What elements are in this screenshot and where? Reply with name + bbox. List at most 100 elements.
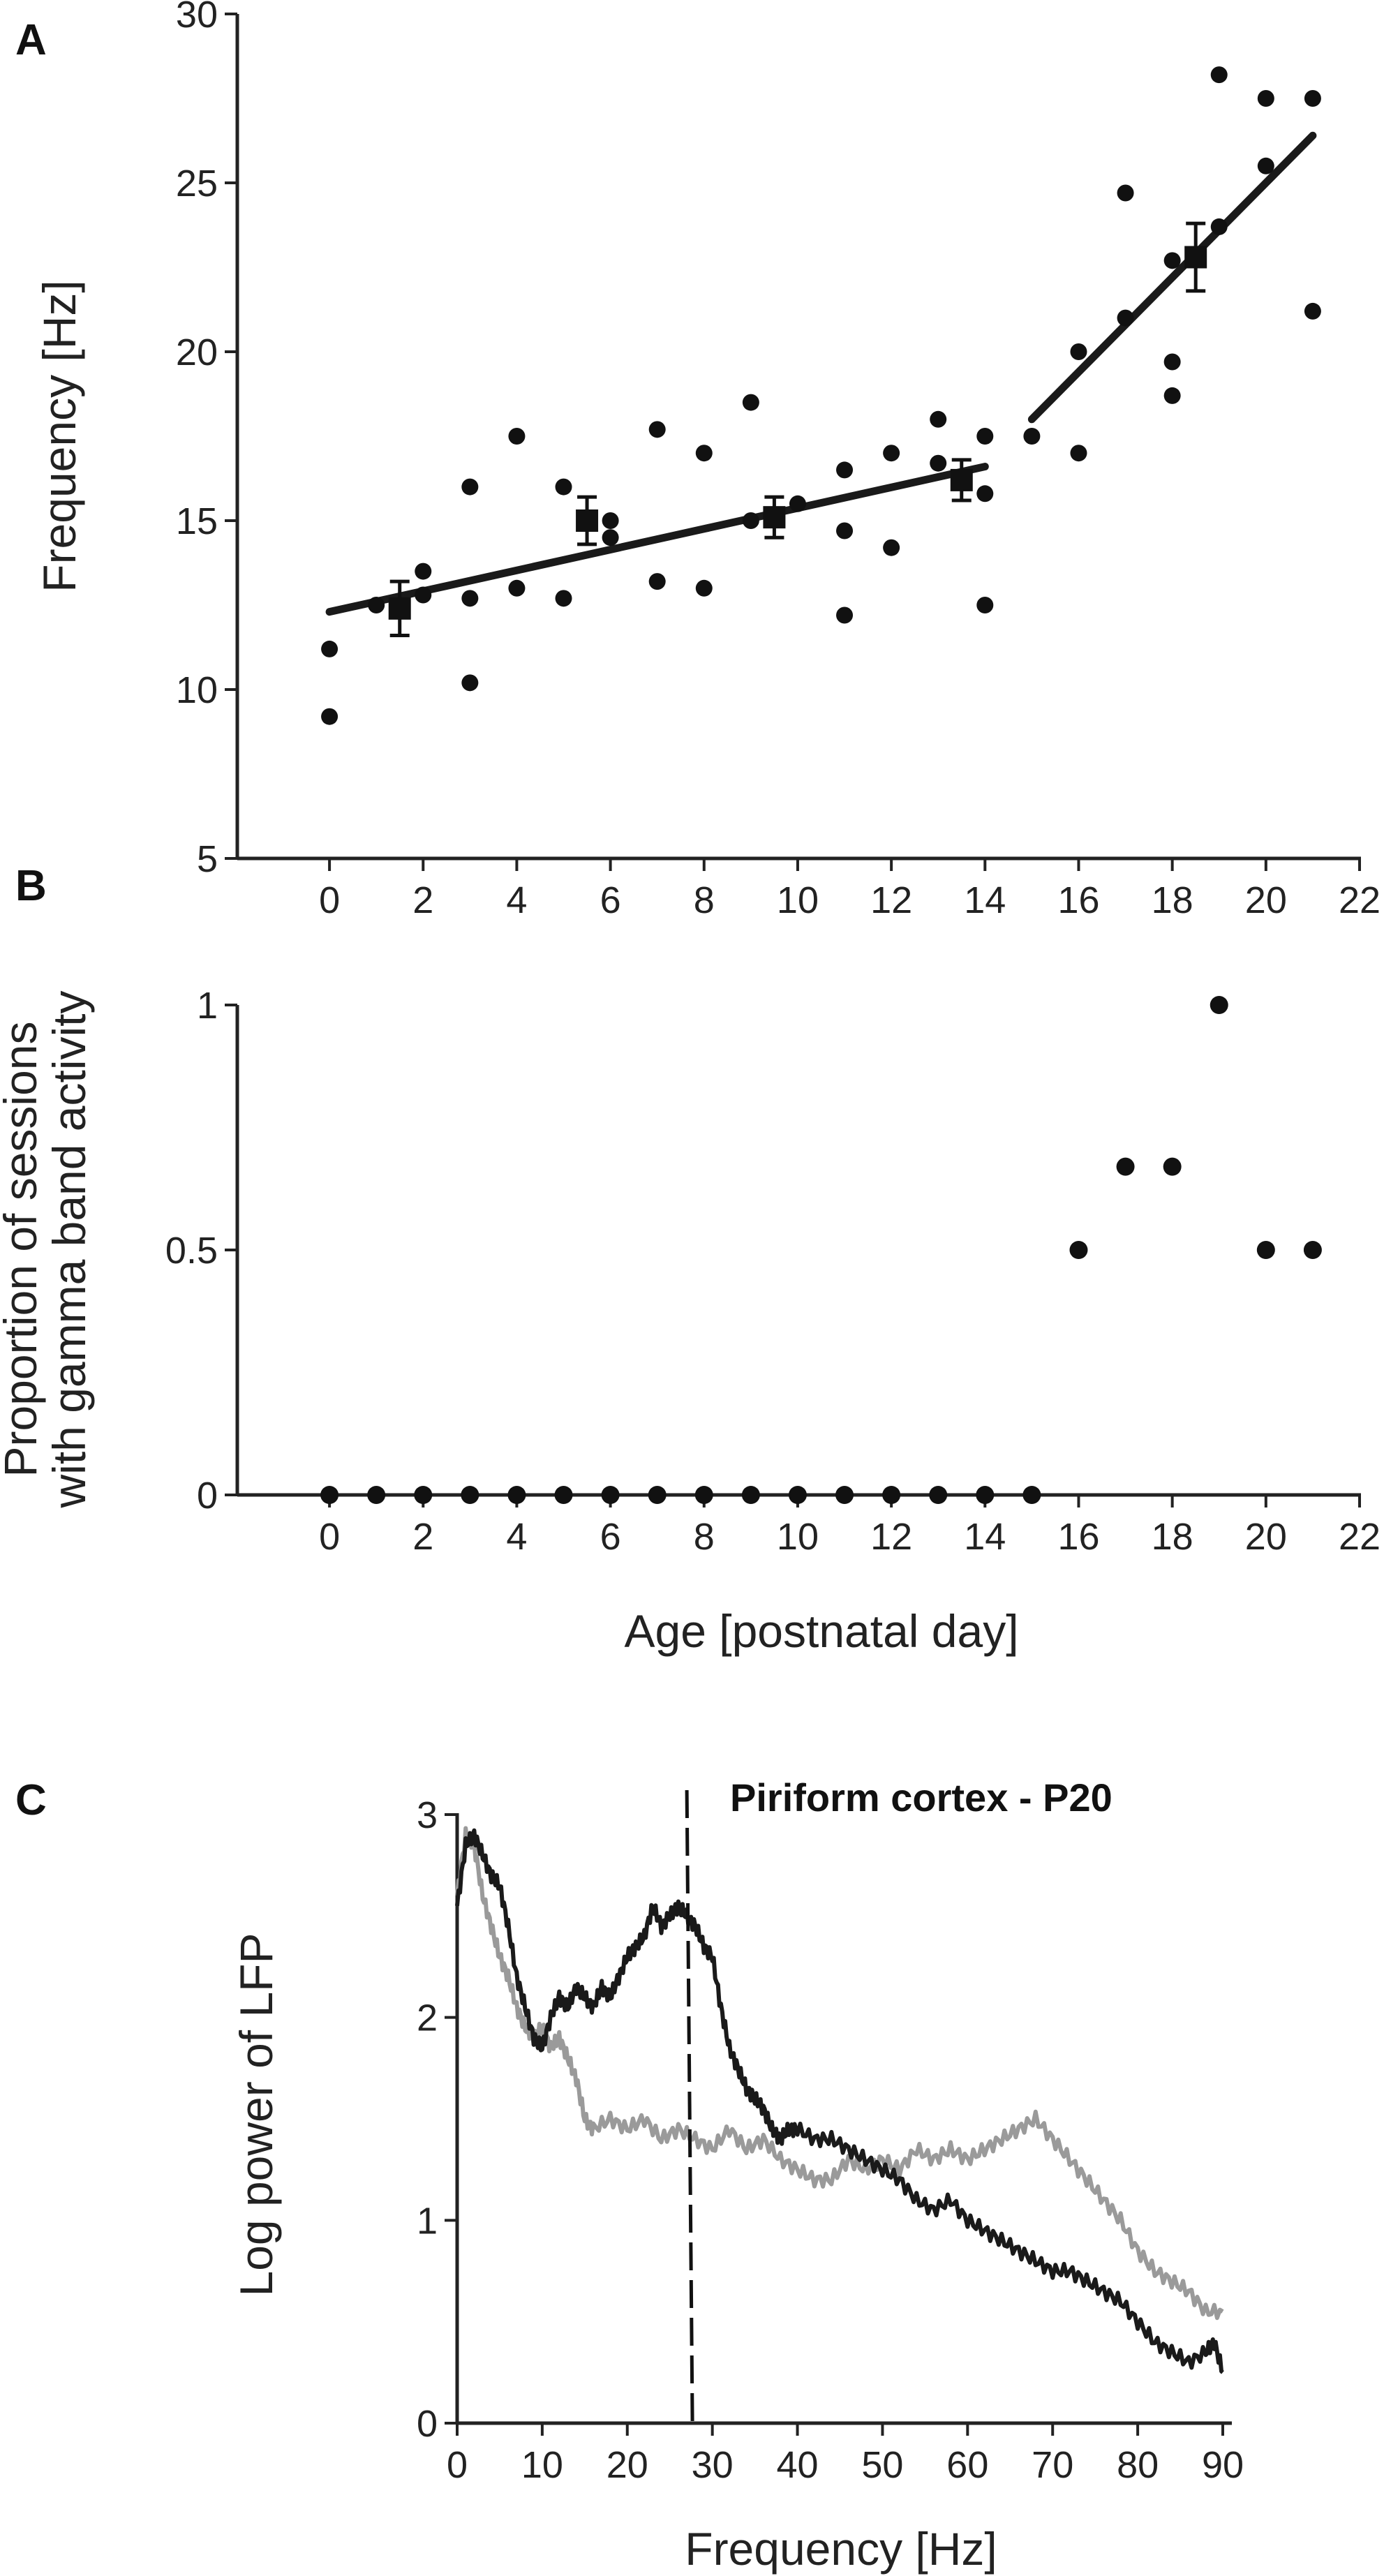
b-x-tick-label: 20 xyxy=(1245,1516,1287,1558)
panel-b-point xyxy=(1022,1486,1041,1504)
panel-c-x-ticks: 0 10 20 30 40 50 60 70 80 90 xyxy=(447,2423,1244,2486)
panel-b-point xyxy=(1210,996,1228,1014)
a-x-tick-label: 0 xyxy=(319,879,340,921)
b-y-tick-label: 1 xyxy=(197,985,218,1027)
panel-b-letter: B xyxy=(15,862,47,910)
panel-a-mean-marker xyxy=(576,509,599,532)
panel-a-point xyxy=(695,445,713,462)
panel-c-letter: C xyxy=(15,1776,47,1824)
a-x-tick-label: 12 xyxy=(870,879,912,921)
panel-a-mean-marker xyxy=(763,506,786,529)
a-y-tick-label: 30 xyxy=(176,0,218,36)
panel-b-point xyxy=(976,1486,995,1504)
c-x-tick-label: 70 xyxy=(1032,2444,1073,2486)
panel-b-point xyxy=(929,1486,948,1504)
a-x-tick-label: 6 xyxy=(600,879,621,921)
panel-c-dashed-marker xyxy=(685,1789,694,2424)
panel-a-point xyxy=(1210,218,1228,235)
c-x-tick-label: 20 xyxy=(607,2444,648,2486)
a-x-tick-label: 10 xyxy=(777,879,819,921)
panel-a-point xyxy=(415,586,432,604)
panel-a-point xyxy=(836,606,854,624)
panel-a-point xyxy=(930,454,947,472)
panel-c-series-gray xyxy=(455,1826,1224,2321)
panel-a-y-label: Frequency [Hz] xyxy=(34,280,85,593)
panel-a-point xyxy=(555,478,572,496)
panel-b-point xyxy=(1069,1241,1088,1259)
c-y-tick-label: 0 xyxy=(417,2403,438,2445)
panel-a-point xyxy=(883,539,900,556)
panel-c-series xyxy=(455,1826,1224,2374)
panel-a-point xyxy=(321,708,338,725)
panel-a-point xyxy=(461,590,479,607)
panel-a-points xyxy=(321,66,1321,725)
panel-b-point xyxy=(414,1486,433,1504)
b-x-tick-label: 16 xyxy=(1057,1516,1099,1558)
panel-c-y-label: Log power of LFP xyxy=(230,1933,282,2297)
panel-a-point xyxy=(508,579,526,597)
panel-a-point xyxy=(742,512,759,529)
panel-a-point xyxy=(1304,90,1321,107)
panel-a-point xyxy=(836,522,854,539)
a-x-tick-label: 4 xyxy=(506,879,527,921)
panel-b: B 00.51 0 2 4 6 8 10 12 14 16 18 20 22 Proportion o… xyxy=(0,862,1381,1657)
panel-a-means xyxy=(388,221,1207,638)
a-y-tick-label: 20 xyxy=(176,332,218,373)
panel-a-point xyxy=(602,529,619,546)
panel-c-y-ticks: 0 1 2 3 xyxy=(417,1794,457,2445)
panel-b-x-label: Age [postnatal day] xyxy=(624,1605,1018,1657)
panel-b-point xyxy=(554,1486,573,1504)
panel-a-point xyxy=(695,579,713,597)
c-y-tick-label: 1 xyxy=(417,2200,438,2242)
a-x-tick-label: 20 xyxy=(1245,879,1287,921)
panel-b-point xyxy=(320,1486,339,1504)
panel-b-point xyxy=(601,1486,620,1504)
panel-a-point xyxy=(602,512,619,529)
a-x-tick-label: 22 xyxy=(1339,879,1381,921)
panel-b-point xyxy=(741,1486,760,1504)
b-x-tick-label: 6 xyxy=(600,1516,621,1558)
panel-b-point xyxy=(1116,1157,1135,1176)
panel-a-mean-marker xyxy=(388,597,411,620)
panel-a-point xyxy=(1257,157,1274,174)
a-y-tick-label: 15 xyxy=(176,500,218,542)
c-x-tick-label: 10 xyxy=(521,2444,563,2486)
b-x-tick-label: 8 xyxy=(694,1516,715,1558)
panel-a-mean-marker xyxy=(1184,246,1207,269)
panel-a-point xyxy=(1023,428,1041,445)
panel-b-x-ticks: 0 2 4 6 8 10 12 14 16 18 20 22 xyxy=(319,1495,1381,1558)
a-y-tick-label: 10 xyxy=(176,669,218,711)
panel-a-point xyxy=(1210,66,1228,84)
panel-a: A 5 10 15 20 25 30 0 2 4 6 8 10 12 14 16 18 20 22 Freque… xyxy=(15,0,1381,921)
panel-a-point xyxy=(415,563,432,580)
panel-a-point xyxy=(321,640,338,657)
panel-a-point xyxy=(930,410,947,428)
panel-a-fit-line xyxy=(1027,131,1317,424)
panel-b-point xyxy=(835,1486,854,1504)
panel-a-point xyxy=(1117,184,1134,202)
panel-b-point xyxy=(1256,1241,1275,1259)
panel-a-point xyxy=(1163,353,1181,371)
c-x-tick-label: 80 xyxy=(1117,2444,1159,2486)
a-y-tick-label: 25 xyxy=(176,163,218,204)
panel-b-point xyxy=(367,1486,386,1504)
panel-a-point xyxy=(1117,309,1134,327)
b-x-tick-label: 12 xyxy=(870,1516,912,1558)
panel-b-point xyxy=(507,1486,526,1504)
panel-a-point xyxy=(648,421,666,438)
panel-b-y-ticks: 00.51 xyxy=(165,985,237,1517)
a-x-tick-label: 16 xyxy=(1057,879,1099,921)
b-x-tick-label: 2 xyxy=(412,1516,433,1558)
panel-a-mean-marker xyxy=(950,468,973,491)
panel-a-point xyxy=(1163,252,1181,269)
panel-c-series-dark xyxy=(455,1828,1224,2374)
panel-a-point xyxy=(1070,343,1087,360)
c-y-tick-label: 3 xyxy=(417,1794,438,1836)
panel-a-point xyxy=(789,495,806,512)
panel-a-point xyxy=(976,428,994,445)
b-x-tick-label: 14 xyxy=(964,1516,1006,1558)
panel-a-point xyxy=(508,428,526,445)
a-x-tick-label: 14 xyxy=(964,879,1006,921)
panel-a-point xyxy=(883,445,900,462)
